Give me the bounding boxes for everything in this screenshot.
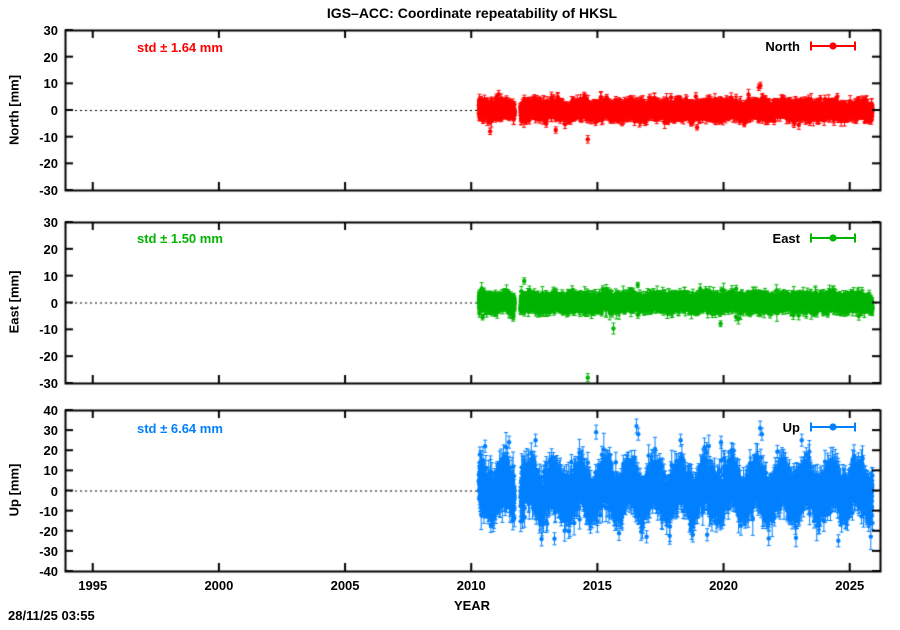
legend-up: Up <box>782 419 857 435</box>
chart-title: IGS–ACC: Coordinate repeatability of HKS… <box>326 5 618 21</box>
errorbar-marker-icon <box>810 41 856 51</box>
x-tick-label: 2020 <box>709 578 738 593</box>
y-tick-label: 30 <box>43 215 58 230</box>
y-tick-label: 30 <box>43 23 58 38</box>
x-tick-label: 2015 <box>582 578 612 593</box>
y-tick-label: -10 <box>39 129 58 145</box>
errorbar-marker-icon <box>810 233 856 243</box>
y-tick-label: 20 <box>43 241 58 257</box>
legend-north: North <box>765 38 857 54</box>
x-axis-label: YEAR <box>453 598 491 613</box>
y-tick-label: -10 <box>39 322 58 338</box>
std-label-east: std ± 1.50 mm <box>137 231 223 246</box>
y-tick-label: 30 <box>43 423 58 439</box>
y-tick-label: 0 <box>50 483 58 499</box>
x-tick-label: 2000 <box>204 578 234 593</box>
x-tick-label: 2005 <box>330 578 360 593</box>
y-tick-label: 0 <box>50 103 58 118</box>
x-tick-label: 1995 <box>78 578 108 593</box>
std-label-north: std ± 1.64 mm <box>137 40 223 55</box>
y-tick-label: 0 <box>50 295 58 311</box>
y-tick-label: 20 <box>43 49 58 65</box>
legend-east: East <box>772 230 857 246</box>
y-tick-label: -30 <box>39 543 58 559</box>
y-tick-label: -30 <box>39 376 58 391</box>
x-tick-label: 2010 <box>456 578 486 593</box>
timestamp: 28/11/25 03:55 <box>8 608 95 623</box>
legend-label-north: North <box>765 38 800 54</box>
y-tick-label: 40 <box>43 403 58 418</box>
y-tick-label: 10 <box>43 76 58 92</box>
y-tick-label: -20 <box>39 156 58 172</box>
y-tick-label: -20 <box>39 523 58 539</box>
legend-label-up: Up <box>782 419 800 435</box>
y-tick-label: -10 <box>39 503 58 519</box>
x-tick-label: 2025 <box>835 578 865 593</box>
y-tick-label: -40 <box>39 564 58 579</box>
std-label-up: std ± 6.64 mm <box>137 421 223 436</box>
y-tick-label: -20 <box>39 349 58 365</box>
legend-label-east: East <box>772 230 800 246</box>
y-tick-label: -30 <box>39 183 58 198</box>
y-tick-label: 10 <box>43 268 58 284</box>
y-tick-label: 20 <box>43 443 58 459</box>
y-tick-label: 10 <box>43 463 58 479</box>
errorbar-marker-icon <box>810 422 856 432</box>
